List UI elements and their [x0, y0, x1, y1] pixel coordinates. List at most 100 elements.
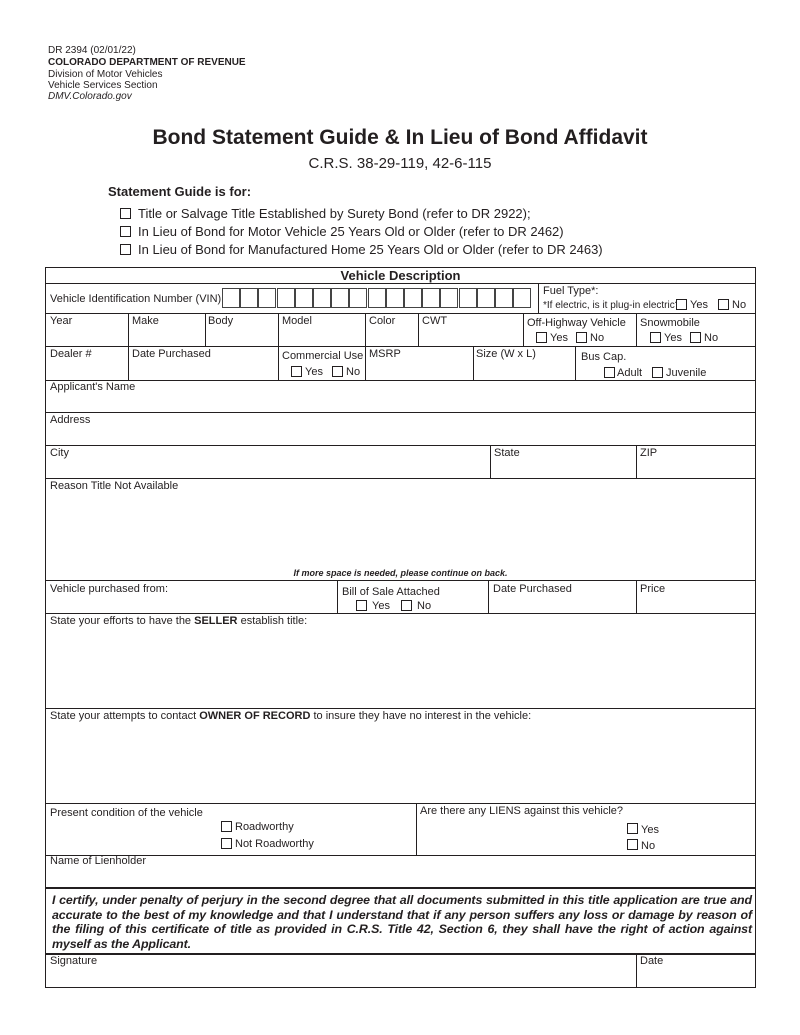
bill-of-sale-no-label: No: [417, 600, 432, 612]
date-label: Date: [640, 955, 664, 967]
plugin-electric-label: *If electric, is it plug-in electric?: [543, 300, 681, 311]
commercial-use-label: Commercial Use: [282, 350, 364, 362]
roadworthy-checkbox[interactable]: [221, 821, 232, 832]
lienholder-label: Name of Lienholder: [50, 855, 147, 867]
bill-of-sale-label: Bill of Sale Attached: [342, 586, 440, 598]
snowmobile-label: Snowmobile: [640, 317, 700, 329]
form-number: DR 2394 (02/01/22): [48, 45, 136, 56]
certification-statement: I certify, under penalty of perjury in t…: [52, 893, 752, 951]
vin-character-box[interactable]: [222, 288, 240, 308]
snowmobile-yes-checkbox[interactable]: [650, 332, 661, 343]
vin-character-box[interactable]: [495, 288, 513, 308]
bill-of-sale-yes-label: Yes: [372, 600, 390, 612]
guide-option-checkbox[interactable]: [120, 226, 131, 237]
applicant-name-label: Applicant's Name: [50, 381, 136, 393]
guide-option-label: In Lieu of Bond for Motor Vehicle 25 Yea…: [138, 224, 564, 239]
body-label: Body: [208, 315, 234, 327]
snowmobile-yes-label: Yes: [664, 332, 682, 344]
purchased-from-label: Vehicle purchased from:: [50, 583, 169, 595]
cwt-label: CWT: [422, 315, 448, 327]
commercial-yes-checkbox[interactable]: [291, 366, 302, 377]
bus-adult-label: Adult: [617, 367, 643, 379]
vin-character-box[interactable]: [276, 288, 295, 308]
website: DMV.Colorado.gov: [48, 91, 132, 102]
bus-juvenile-checkbox[interactable]: [652, 367, 663, 378]
model-label: Model: [282, 315, 312, 327]
city-label: City: [50, 447, 69, 459]
vin-character-box[interactable]: [240, 288, 259, 308]
vin-character-box[interactable]: [367, 288, 386, 308]
section-name: Vehicle Services Section: [48, 80, 158, 91]
bus-juvenile-label: Juvenile: [666, 367, 707, 379]
guide-heading: Statement Guide is for:: [108, 184, 252, 199]
vin-character-box[interactable]: [294, 288, 313, 308]
bus-cap-label: Bus Cap.: [581, 351, 627, 363]
vin-character-box[interactable]: [404, 288, 422, 308]
page-title: Bond Statement Guide & In Lieu of Bond A…: [152, 126, 648, 149]
liens-yes-checkbox[interactable]: [627, 823, 638, 834]
plugin-no-checkbox[interactable]: [718, 299, 729, 310]
liens-label: Are there any LIENS against this vehicle…: [420, 805, 624, 817]
off-highway-label: Off-Highway Vehicle: [527, 317, 626, 329]
size-label: Size (W x L): [476, 348, 536, 360]
plugin-yes-checkbox[interactable]: [676, 299, 687, 310]
off-highway-yes-label: Yes: [550, 332, 568, 344]
vin-character-box[interactable]: [422, 288, 441, 308]
vin-character-box[interactable]: [440, 288, 459, 308]
liens-yes-label: Yes: [641, 824, 659, 836]
guide-option-checkbox[interactable]: [120, 244, 131, 255]
vin-character-box[interactable]: [513, 288, 532, 308]
year-label: Year: [50, 315, 73, 327]
date-purchased-label: Date Purchased: [132, 348, 211, 360]
msrp-label: MSRP: [369, 348, 401, 360]
make-label: Make: [132, 315, 159, 327]
bill-of-sale-no-checkbox[interactable]: [401, 600, 412, 611]
commercial-yes-label: Yes: [305, 366, 323, 378]
not-roadworthy-label: Not Roadworthy: [235, 838, 314, 850]
owner-attempts-label: State your attempts to contact OWNER OF …: [50, 710, 532, 722]
liens-no-label: No: [641, 840, 656, 852]
condition-label: Present condition of the vehicle: [50, 807, 203, 819]
state-label: State: [494, 447, 520, 459]
not-roadworthy-checkbox[interactable]: [221, 838, 232, 849]
fuel-type-label: Fuel Type*:: [543, 285, 599, 297]
seller-efforts-label: State your efforts to have the SELLER es…: [50, 615, 308, 627]
off-highway-no-label: No: [590, 332, 605, 344]
snowmobile-no-checkbox[interactable]: [690, 332, 701, 343]
vin-character-box[interactable]: [331, 288, 350, 308]
price-label: Price: [640, 583, 666, 595]
more-space-note: If more space is needed, please continue…: [293, 568, 508, 578]
division-name: Division of Motor Vehicles: [48, 69, 163, 80]
vin-character-box[interactable]: [476, 288, 495, 308]
reason-label: Reason Title Not Available: [50, 480, 179, 492]
vin-character-box[interactable]: [258, 288, 277, 308]
vin-character-box[interactable]: [349, 288, 368, 308]
address-label: Address: [50, 414, 91, 426]
color-label: Color: [369, 315, 396, 327]
commercial-no-checkbox[interactable]: [332, 366, 343, 377]
off-highway-yes-checkbox[interactable]: [536, 332, 547, 343]
purchase-date-label: Date Purchased: [493, 583, 572, 595]
commercial-no-label: No: [346, 366, 361, 378]
plugin-yes-label: Yes: [690, 299, 708, 311]
roadworthy-label: Roadworthy: [235, 821, 294, 833]
statute-reference: C.R.S. 38-29-119, 42-6-115: [308, 155, 492, 172]
guide-option-label: Title or Salvage Title Established by Su…: [138, 206, 531, 221]
plugin-no-label: No: [732, 299, 747, 311]
bus-adult-checkbox[interactable]: [604, 367, 615, 378]
section-title-vehicle-description: Vehicle Description: [340, 268, 461, 283]
dealer-label: Dealer #: [50, 348, 92, 360]
off-highway-no-checkbox[interactable]: [576, 332, 587, 343]
vin-label: Vehicle Identification Number (VIN): [50, 293, 222, 305]
zip-label: ZIP: [640, 447, 658, 459]
bill-of-sale-yes-checkbox[interactable]: [356, 600, 367, 611]
vin-character-box[interactable]: [385, 288, 404, 308]
guide-option-label: In Lieu of Bond for Manufactured Home 25…: [138, 242, 603, 257]
guide-option-checkbox[interactable]: [120, 208, 131, 219]
liens-no-checkbox[interactable]: [627, 839, 638, 850]
department-name: COLORADO DEPARTMENT OF REVENUE: [48, 57, 246, 68]
snowmobile-no-label: No: [704, 332, 719, 344]
signature-label: Signature: [50, 955, 98, 967]
vin-character-box[interactable]: [313, 288, 331, 308]
vin-character-box[interactable]: [458, 288, 477, 308]
